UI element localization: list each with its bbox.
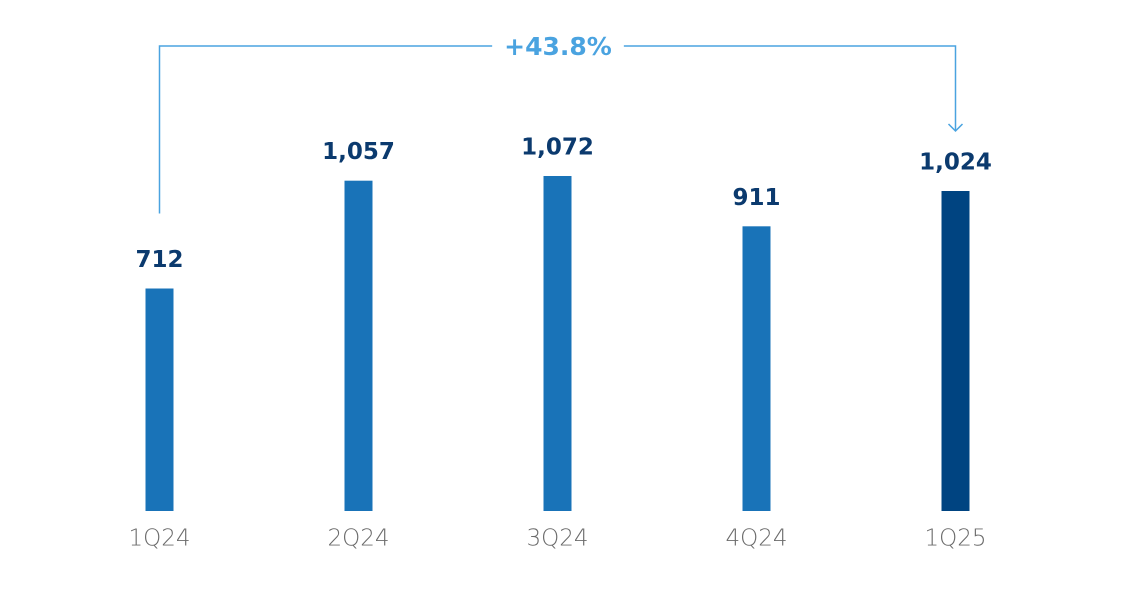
x-tick-label: 2Q24 <box>327 526 389 552</box>
value-label: 1,057 <box>322 139 395 165</box>
bar <box>742 226 771 511</box>
x-tick-label: 1Q25 <box>924 526 986 552</box>
value-label: 1,072 <box>521 135 594 161</box>
bar <box>344 180 373 511</box>
value-label: 911 <box>732 185 780 211</box>
change-annotation: +43.8% <box>504 32 612 61</box>
bar <box>543 176 572 511</box>
value-label: 1,024 <box>919 150 992 176</box>
arrow-line <box>623 45 957 131</box>
bar <box>941 191 970 511</box>
bar <box>145 288 174 511</box>
arrow-head <box>947 123 964 133</box>
x-tick-label: 3Q24 <box>526 526 588 552</box>
x-tick-label: 1Q24 <box>128 526 190 552</box>
arrow-line <box>158 45 493 214</box>
x-tick-label: 4Q24 <box>725 526 787 552</box>
value-label: 712 <box>135 247 183 273</box>
